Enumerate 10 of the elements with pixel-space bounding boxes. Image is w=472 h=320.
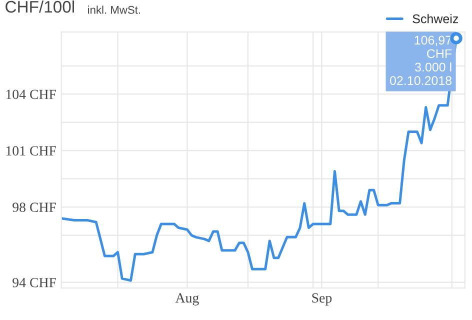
x-tick-label: Aug [175, 293, 199, 306]
x-tick-label: Sep [312, 293, 332, 306]
y-tick-label: 98 CHF [12, 202, 56, 212]
legend-label: Schweiz [412, 14, 458, 24]
y-tick-label: 94 CHF [12, 278, 56, 288]
annotation: 106,97 CHF 3.000 l 02.10.2018 [390, 36, 452, 86]
y-tick-label: 101 CHF [6, 146, 56, 156]
chart-subtitle: inkl. MwSt. [88, 6, 140, 14]
y-tick-label: 104 CHF [6, 90, 56, 100]
chart-title: CHF/100l [6, 0, 74, 13]
